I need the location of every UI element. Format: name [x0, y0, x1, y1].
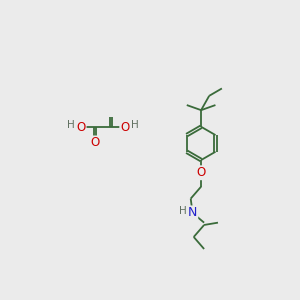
Text: H: H	[68, 120, 75, 130]
Text: O: O	[196, 166, 206, 179]
Text: H: H	[131, 120, 139, 130]
Text: O: O	[76, 121, 85, 134]
Text: N: N	[188, 206, 197, 219]
Text: O: O	[120, 121, 130, 134]
Text: O: O	[90, 136, 100, 149]
Text: H: H	[179, 206, 187, 216]
